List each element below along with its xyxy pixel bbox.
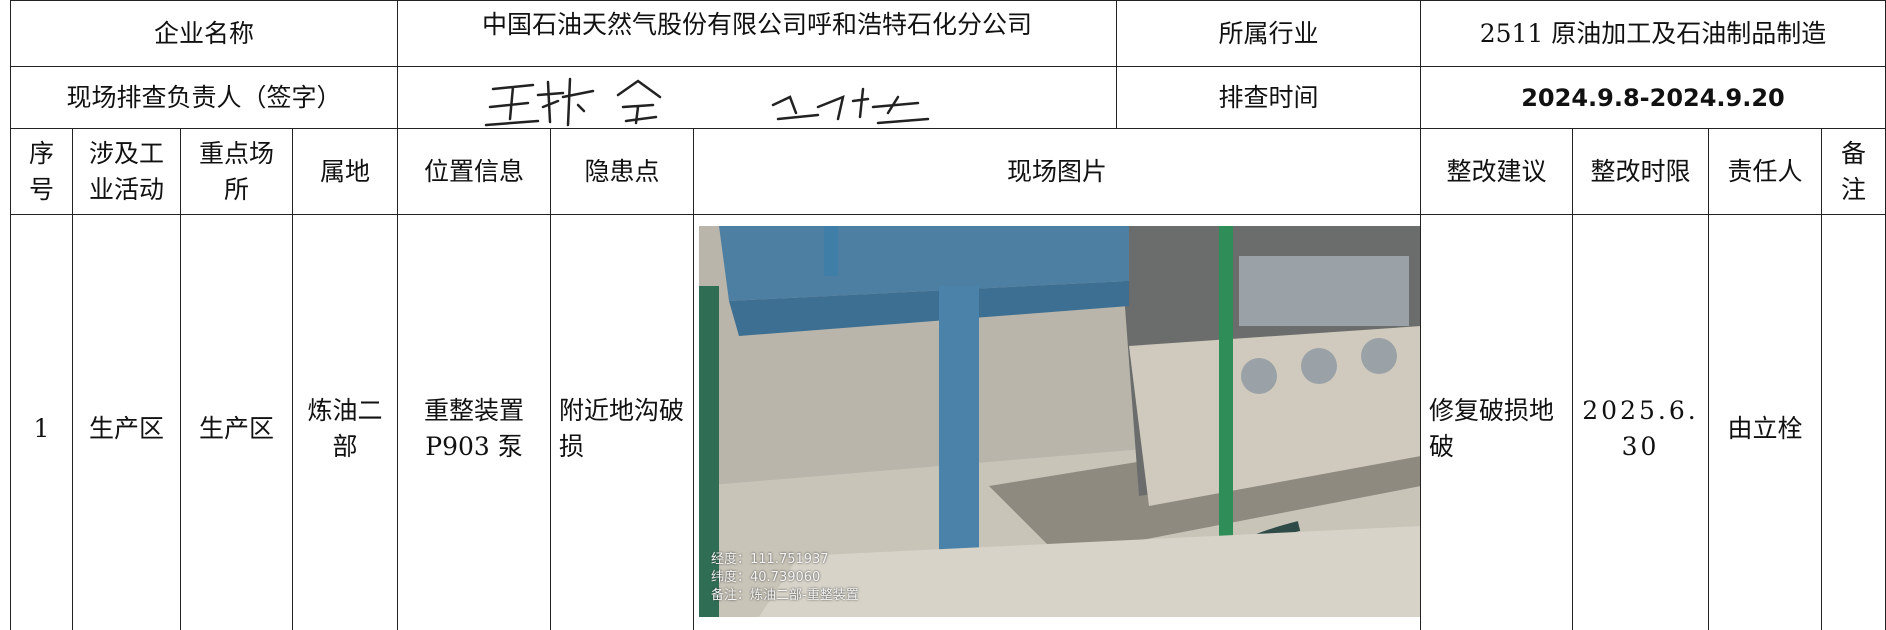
site-photo: 经度：111.751937 纬度：40.739060 备注：炼油二部-重整装置 [699,226,1421,617]
inspector-label: 现场排查负责人（签字） [10,66,398,129]
remark [1821,214,1886,630]
column-header: 现场图片 [693,128,1421,215]
deadline: 2025.6.30 [1572,214,1709,630]
column-header: 整改建议 [1420,128,1573,215]
column-header: 重点场所 [180,128,293,215]
company-label: 企业名称 [10,0,398,67]
column-header: 位置信息 [397,128,551,215]
suggestion: 修复破损地破 [1420,214,1573,630]
area: 炼油二部 [292,214,398,630]
column-header: 备注 [1821,128,1886,215]
column-header: 序号 [10,128,73,215]
owner: 由立栓 [1708,214,1822,630]
industry-label: 所属行业 [1116,0,1421,67]
photo-cell: 经度：111.751937 纬度：40.739060 备注：炼油二部-重整装置 [693,214,1421,630]
location: 重整装置P903 泵 [397,214,551,630]
column-header: 涉及工业活动 [72,128,181,215]
photo-caption: 纬度：40.739060 [711,570,821,585]
column-header: 责任人 [1708,128,1822,215]
photo-caption: 经度：111.751937 [711,552,829,567]
photo-drawing [699,226,1421,617]
time-label: 排查时间 [1116,66,1421,129]
signature-cell [397,66,1117,129]
column-header: 整改时限 [1572,128,1709,215]
row-number: 1 [10,214,73,630]
signatures [484,77,930,127]
photo-caption: 备注：炼油二部-重整装置 [711,588,859,603]
activity: 生产区 [72,214,181,630]
hazard: 附近地沟破损 [550,214,694,630]
column-header: 属地 [292,128,398,215]
industry: 2511 原油加工及石油制品制造 [1420,0,1886,67]
site: 生产区 [180,214,293,630]
column-header: 隐患点 [550,128,694,215]
company-name: 中国石油天然气股份有限公司呼和浩特石化分公司 [397,0,1117,67]
inspection-time: 2024.9.8-2024.9.20 [1420,66,1886,129]
